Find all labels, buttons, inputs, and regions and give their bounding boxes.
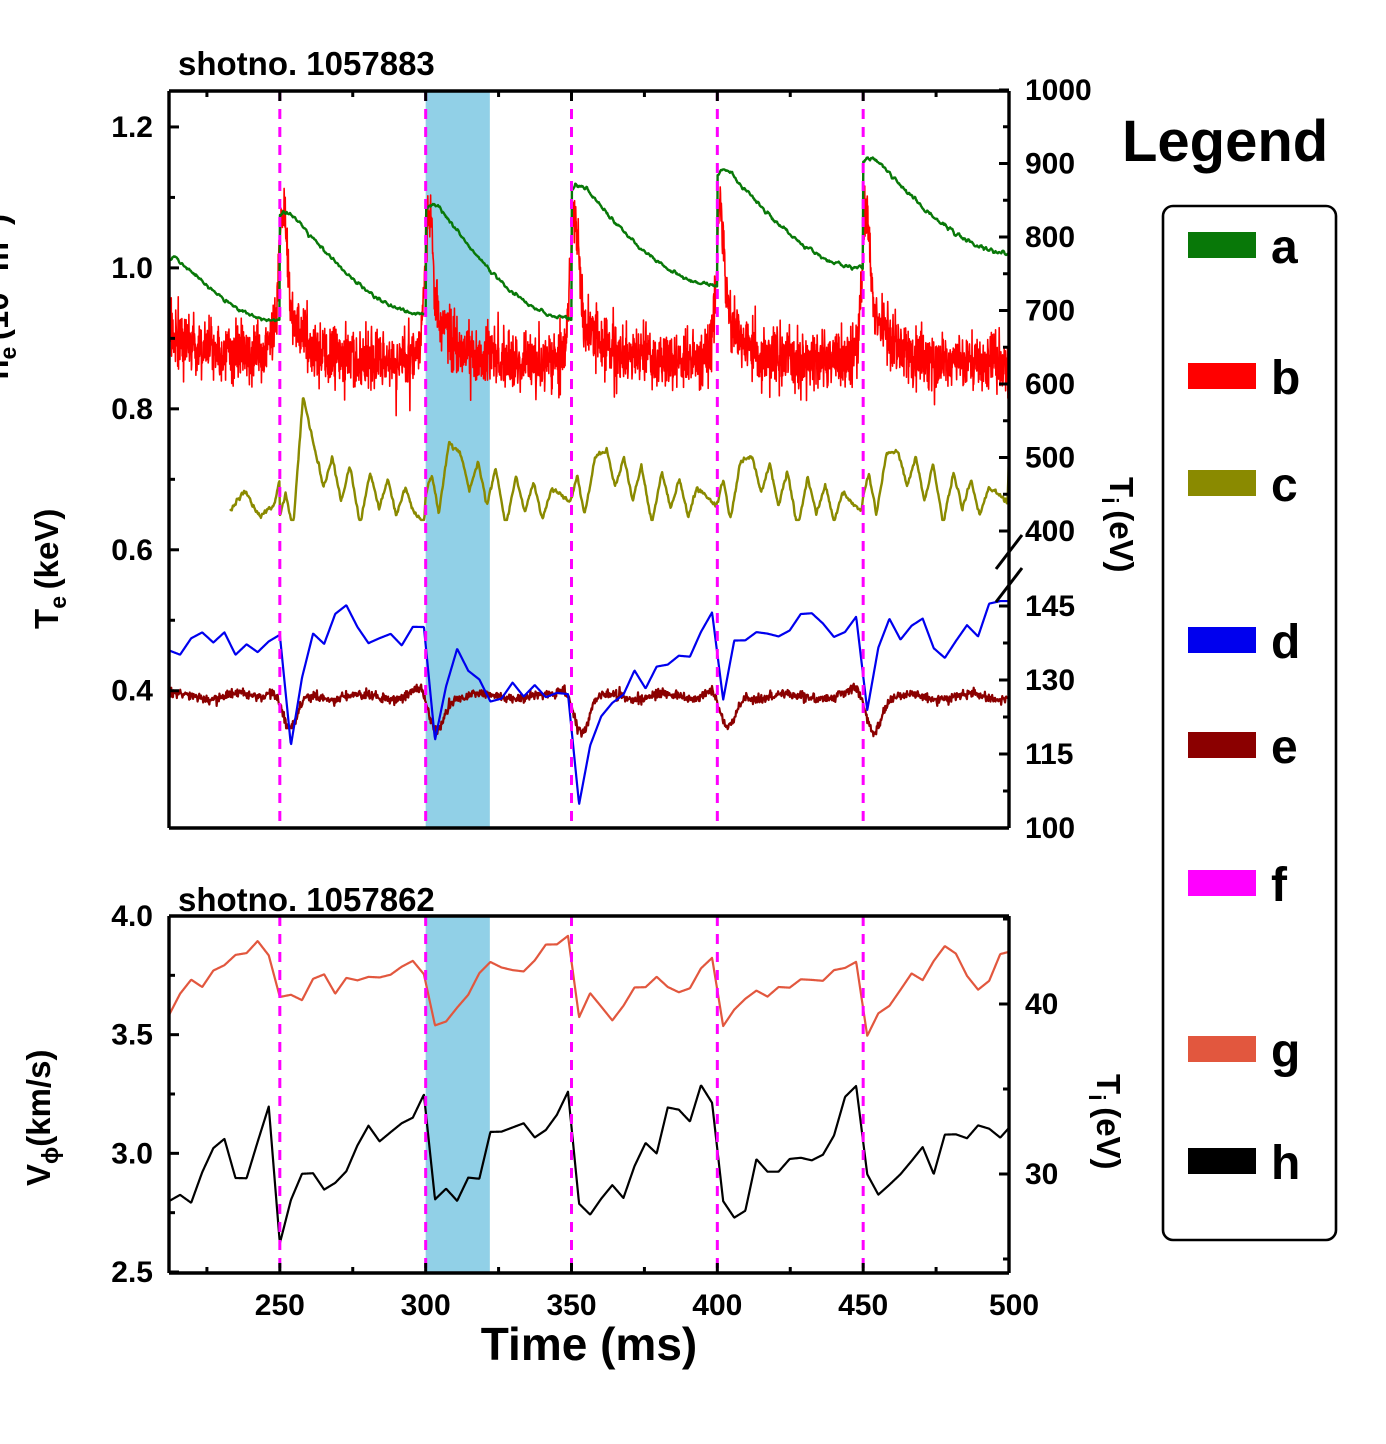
- svg-text:d: d: [1271, 616, 1300, 669]
- svg-text:g: g: [1271, 1025, 1300, 1078]
- svg-text:130: 130: [1025, 664, 1075, 697]
- svg-text:145: 145: [1025, 590, 1075, 623]
- svg-text:0.4: 0.4: [111, 675, 153, 708]
- svg-text:b: b: [1271, 352, 1300, 405]
- svg-text:115: 115: [1025, 738, 1073, 771]
- svg-text:30: 30: [1025, 1158, 1058, 1191]
- svg-text:300: 300: [401, 1289, 451, 1322]
- svg-text:3.0: 3.0: [111, 1137, 153, 1170]
- svg-text:3.5: 3.5: [111, 1019, 153, 1052]
- svg-text:40: 40: [1025, 988, 1058, 1021]
- svg-text:400: 400: [1025, 515, 1075, 548]
- svg-text:2.5: 2.5: [111, 1256, 153, 1289]
- svg-text:600: 600: [1025, 368, 1075, 401]
- svg-text:100: 100: [1025, 812, 1075, 845]
- svg-text:400: 400: [692, 1289, 742, 1322]
- svg-text:f: f: [1271, 859, 1288, 912]
- svg-text:900: 900: [1025, 148, 1075, 181]
- svg-text:shotno. 1057862: shotno. 1057862: [178, 881, 435, 918]
- svg-text:700: 700: [1025, 295, 1075, 328]
- svg-text:1000: 1000: [1025, 74, 1092, 107]
- svg-text:500: 500: [989, 1289, 1039, 1322]
- svg-text:a: a: [1271, 221, 1298, 274]
- svg-text:h: h: [1271, 1137, 1300, 1190]
- svg-text:1.0: 1.0: [111, 252, 153, 285]
- svg-text:shotno. 1057883: shotno. 1057883: [178, 45, 435, 82]
- svg-text:c: c: [1271, 459, 1298, 512]
- svg-text:0.6: 0.6: [111, 534, 153, 567]
- svg-text:4.0: 4.0: [111, 900, 153, 933]
- svg-text:250: 250: [255, 1289, 305, 1322]
- svg-text:e: e: [1271, 721, 1298, 774]
- svg-text:Time (ms): Time (ms): [481, 1318, 697, 1370]
- svg-text:800: 800: [1025, 221, 1075, 254]
- svg-text:500: 500: [1025, 442, 1075, 475]
- svg-text:1.2: 1.2: [111, 111, 153, 144]
- svg-text:450: 450: [838, 1289, 888, 1322]
- svg-text:0.8: 0.8: [111, 393, 153, 426]
